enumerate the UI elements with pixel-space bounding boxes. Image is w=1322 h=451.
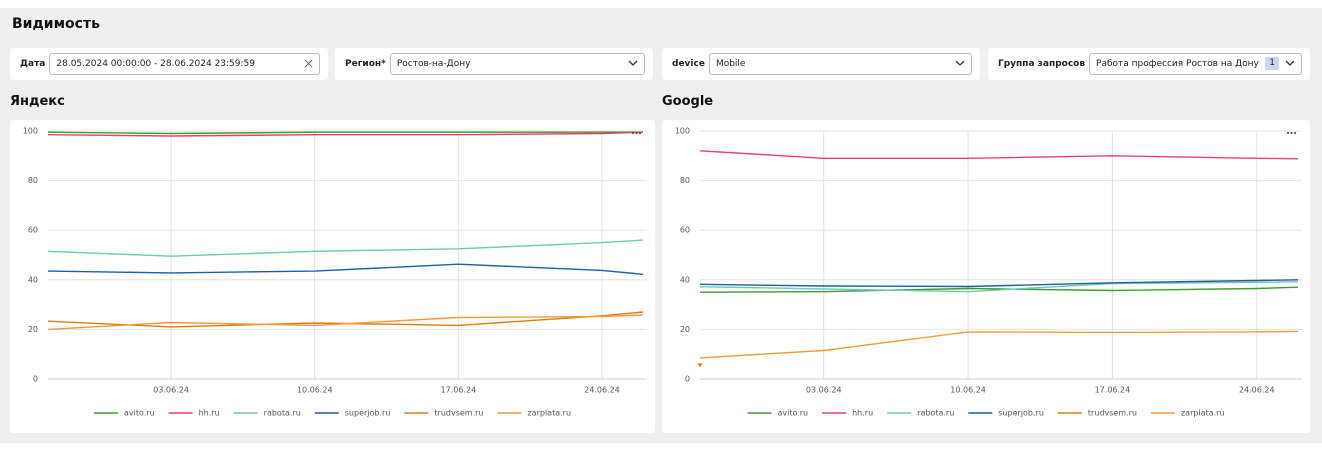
y-tick-label: 60 (28, 226, 38, 235)
y-tick-label: 80 (680, 176, 690, 185)
y-tick-label: 20 (28, 325, 38, 334)
query-group-filter: Группа запросов Работа профессия Ростов … (988, 48, 1310, 80)
legend-label: avito.ru (124, 409, 155, 418)
series-line (699, 286, 1299, 293)
series-line (47, 311, 644, 328)
date-filter: Дата 28.05.2024 00:00:00 - 28.06.2024 23… (10, 48, 328, 80)
chevron-icon (628, 60, 638, 66)
series-line (699, 281, 1299, 293)
y-tick-label: 60 (680, 226, 690, 235)
page-title: Видимость (12, 16, 100, 32)
chart-title: Google (662, 94, 714, 109)
chart-panel: 0 20 40 60 80 100 03.06.24 10.06.24 17.06.24 24.0… (662, 120, 1310, 433)
x-tick-label: 17.06.24 (441, 386, 477, 395)
x-tick-label: 03.06.24 (153, 386, 189, 395)
legend-label: trudvsem.ru (1088, 409, 1137, 418)
legend-label: rabota.ru (917, 409, 954, 418)
x-tick-label: 24.06.24 (584, 386, 620, 395)
y-tick-label: 20 (680, 325, 690, 334)
y-tick-label: 100 (23, 127, 38, 136)
series-line (47, 239, 644, 257)
y-tick-label: 40 (680, 275, 690, 284)
x-tick-label: 10.06.24 (297, 386, 333, 395)
region-select[interactable]: Ростов-на-Дону (389, 53, 645, 75)
x-tick-label: 03.06.24 (806, 386, 842, 395)
legend-label: rabota.ru (264, 409, 301, 418)
device-filter: device Mobile (662, 48, 980, 80)
menu-icon (1293, 131, 1297, 135)
y-tick-label: 0 (33, 375, 38, 384)
menu-icon (635, 131, 638, 135)
legend-label: superjob.ru (998, 409, 1044, 418)
chevron-icon (955, 60, 965, 66)
legend-label: zarplata.ru (527, 409, 571, 418)
filter-value: Работа профессия Ростов на Дону (1096, 59, 1259, 69)
filter-label: Группа запросов (998, 59, 1086, 69)
date-input[interactable]: 28.05.2024 00:00:00 - 28.06.2024 23:59:5… (49, 53, 320, 75)
legend-label: zarplata.ru (1181, 409, 1225, 418)
chart-panel: 0 20 40 60 80 100 03.06.24 10.06.24 17.06.24 24.0… (10, 120, 655, 433)
legend-label: hh.ru (199, 409, 220, 418)
legend-label: superjob.ru (345, 409, 391, 418)
clear-icon[interactable] (304, 59, 313, 68)
chart: 0 20 40 60 80 100 03.06.24 10.06.24 17.06.24 24.0… (675, 127, 1302, 418)
chart: 0 20 40 60 80 100 03.06.24 10.06.24 17.06.24 24.0… (23, 127, 647, 418)
legend-label: hh.ru (852, 409, 873, 418)
chevron-icon (1285, 60, 1295, 66)
series-line (699, 150, 1299, 160)
menu-icon (631, 131, 635, 135)
series-line (699, 279, 1299, 288)
x-tick-label: 24.06.24 (1239, 386, 1275, 395)
legend-label: avito.ru (777, 409, 808, 418)
filter-value: Mobile (715, 59, 746, 69)
chart-title: Яндекс (10, 94, 65, 109)
filter-label: Дата (20, 59, 46, 69)
legend-label: trudvsem.ru (434, 409, 483, 418)
region-filter: Регион* Ростов-на-Дону (335, 48, 653, 80)
y-tick-label: 100 (675, 127, 690, 136)
series-line (47, 263, 644, 275)
filter-value: 28.05.2024 00:00:00 - 28.06.2024 23:59:5… (56, 59, 255, 69)
y-tick-label: 0 (685, 375, 690, 384)
filter-value: Ростов-на-Дону (396, 59, 471, 69)
query-group-select[interactable]: Работа профессия Ростов на Дону 1 (1089, 53, 1302, 75)
device-select[interactable]: Mobile (708, 53, 972, 75)
menu-icon (1286, 131, 1290, 135)
point-marker (697, 363, 703, 368)
y-tick-label: 40 (28, 275, 38, 284)
x-tick-label: 10.06.24 (950, 386, 986, 395)
filter-label: Регион* (345, 59, 386, 69)
series-line (699, 330, 1299, 359)
x-tick-label: 17.06.24 (1095, 386, 1131, 395)
series-line (47, 131, 644, 137)
series-line (47, 131, 643, 135)
series-line (47, 314, 644, 331)
y-tick-label: 80 (28, 176, 38, 185)
menu-icon (1290, 131, 1293, 135)
count-badge: 1 (1265, 57, 1279, 70)
filter-label: device (672, 59, 705, 69)
menu-icon (638, 131, 642, 135)
